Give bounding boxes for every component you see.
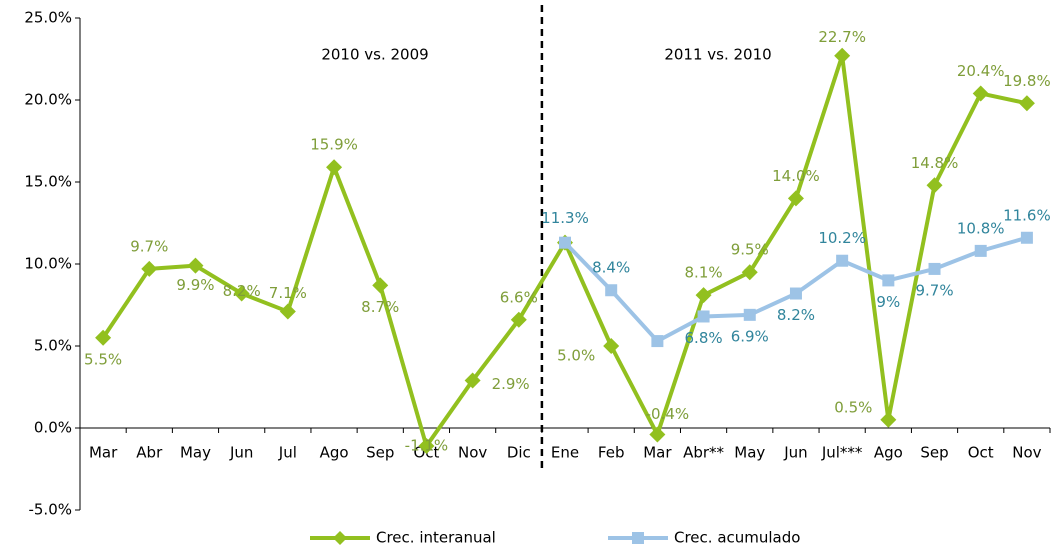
marker	[233, 285, 250, 302]
marker	[418, 438, 435, 455]
marker	[836, 254, 849, 267]
marker	[464, 372, 481, 389]
annotation: 2010 vs. 2009	[321, 46, 428, 64]
data-label: 9%	[876, 293, 900, 311]
x-tick-label: Ago	[320, 444, 349, 462]
x-tick-label: Feb	[598, 444, 625, 462]
data-label: 6.8%	[685, 329, 723, 347]
y-tick-label: 25.0%	[24, 9, 72, 27]
marker	[141, 260, 158, 277]
data-label: 11.3%	[541, 209, 589, 227]
data-label: 5.5%	[84, 350, 122, 368]
data-label: 10.2%	[818, 229, 866, 247]
data-label: 10.8%	[957, 219, 1005, 237]
marker	[926, 177, 943, 194]
x-tick-label: Ago	[874, 444, 903, 462]
marker	[510, 311, 527, 328]
legend-label: Crec. interanual	[376, 529, 496, 547]
data-label: 8.1%	[685, 264, 723, 282]
data-label: 6.6%	[500, 288, 538, 306]
annotation: 2011 vs. 2010	[664, 46, 771, 64]
data-label: 11.6%	[1003, 206, 1051, 224]
x-tick-label: Jun	[783, 444, 807, 462]
y-tick-label: 0.0%	[34, 419, 72, 437]
data-label: 9.7%	[130, 237, 168, 255]
marker	[326, 159, 343, 176]
data-label: -1.1%	[405, 437, 449, 455]
legend-marker	[333, 531, 347, 545]
data-label: 8.2%	[777, 306, 815, 324]
marker	[972, 85, 989, 102]
data-label: 8.7%	[361, 298, 399, 316]
data-label: 6.9%	[731, 327, 769, 345]
marker	[743, 308, 756, 321]
x-tick-label: May	[180, 444, 211, 462]
data-label: 22.7%	[818, 28, 866, 46]
y-tick-label: 5.0%	[34, 337, 72, 355]
marker	[882, 274, 895, 287]
marker	[974, 244, 987, 257]
marker	[603, 338, 620, 354]
x-tick-label: Ene	[551, 444, 579, 462]
marker	[695, 287, 712, 304]
y-tick-label: -5.0%	[28, 501, 72, 519]
data-label: 14.8%	[911, 154, 959, 172]
x-tick-label: Abr	[136, 444, 163, 462]
x-tick-label: Mar	[643, 444, 672, 462]
data-label: 8.2%	[223, 282, 261, 300]
x-tick-label: Oct	[968, 444, 994, 462]
marker	[372, 277, 389, 294]
marker	[651, 335, 664, 348]
marker	[928, 262, 941, 275]
marker	[649, 426, 666, 443]
data-label: -0.4%	[646, 405, 690, 423]
data-label: 14.0%	[772, 167, 820, 185]
x-tick-label: May	[734, 444, 765, 462]
data-label: 2.9%	[492, 375, 530, 393]
data-label: 9.5%	[731, 241, 769, 259]
data-label: 19.8%	[1003, 72, 1051, 90]
data-label: 9.9%	[176, 276, 214, 294]
marker	[787, 190, 804, 207]
marker	[741, 264, 758, 281]
marker	[559, 236, 571, 249]
marker	[187, 257, 204, 274]
data-label: 5.0%	[557, 347, 595, 365]
x-tick-label: Nov	[458, 444, 487, 462]
x-tick-label: Jul***	[821, 444, 863, 462]
x-tick-label: Jun	[229, 444, 253, 462]
data-label: 7.1%	[269, 284, 307, 302]
y-tick-label: 20.0%	[24, 91, 72, 109]
x-tick-label: Nov	[1012, 444, 1041, 462]
marker	[95, 329, 112, 346]
x-tick-label: Jul	[278, 444, 297, 462]
data-label: 20.4%	[957, 62, 1005, 80]
marker	[1018, 95, 1035, 112]
legend-label: Crec. acumulado	[674, 529, 800, 547]
legend-marker	[632, 532, 644, 544]
data-label: 9.7%	[915, 281, 953, 299]
y-tick-label: 15.0%	[24, 173, 72, 191]
y-tick-label: 10.0%	[24, 255, 72, 273]
marker	[789, 287, 802, 300]
series-line	[101, 53, 1028, 449]
marker	[697, 310, 710, 323]
data-label: 0.5%	[834, 398, 872, 416]
marker	[279, 303, 296, 320]
marker	[605, 284, 618, 297]
x-tick-label: Dic	[507, 444, 531, 462]
x-tick-label: Abr**	[683, 444, 724, 462]
marker	[1020, 231, 1033, 244]
x-tick-label: Sep	[366, 444, 394, 462]
marker	[834, 47, 851, 64]
data-label: 15.9%	[310, 136, 358, 154]
marker	[880, 411, 897, 428]
data-label: 8.4%	[592, 259, 630, 277]
x-tick-label: Mar	[89, 444, 118, 462]
x-tick-label: Sep	[920, 444, 948, 462]
